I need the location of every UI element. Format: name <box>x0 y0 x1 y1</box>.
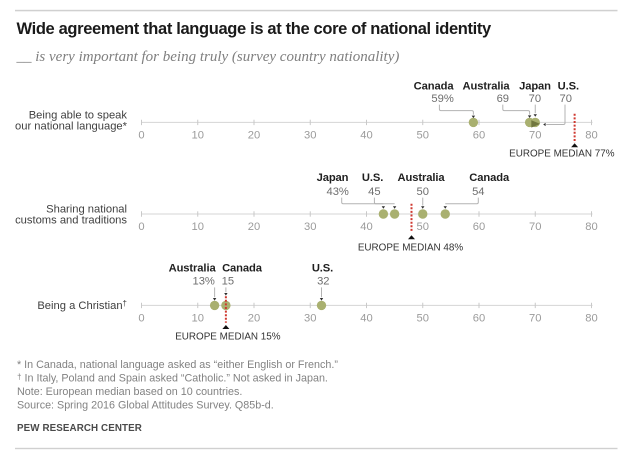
svg-text:U.S.: U.S. <box>558 80 579 92</box>
svg-text:70: 70 <box>529 221 541 233</box>
svg-text:Being able to speak: Being able to speak <box>29 109 128 121</box>
svg-text:50: 50 <box>417 221 429 233</box>
svg-text:43%: 43% <box>326 186 348 198</box>
svg-text:40: 40 <box>360 129 372 141</box>
svg-text:80: 80 <box>585 221 597 233</box>
svg-text:50: 50 <box>417 313 429 325</box>
svg-text:Canada: Canada <box>469 172 510 184</box>
svg-text:0: 0 <box>138 313 144 325</box>
svg-text:70: 70 <box>529 313 541 325</box>
svg-text:0: 0 <box>138 221 144 233</box>
svg-text:54: 54 <box>472 186 484 198</box>
svg-text:__ is very important for being: __ is very important for being truly (su… <box>16 49 400 65</box>
svg-text:60: 60 <box>473 313 485 325</box>
svg-text:Source: Spring 2016 Global Att: Source: Spring 2016 Global Attitudes Sur… <box>17 400 274 412</box>
svg-text:45: 45 <box>368 186 380 198</box>
svg-text:EUROPE MEDIAN 48%: EUROPE MEDIAN 48% <box>358 242 464 253</box>
svg-text:U.S.: U.S. <box>362 172 383 184</box>
svg-text:50: 50 <box>417 129 429 141</box>
svg-text:30: 30 <box>304 221 316 233</box>
svg-text:Being a Christian†: Being a Christian† <box>37 299 127 312</box>
svg-text:70: 70 <box>529 93 541 105</box>
svg-text:50: 50 <box>416 186 428 198</box>
svg-text:59%: 59% <box>431 93 453 105</box>
svg-text:70: 70 <box>559 93 571 105</box>
svg-text:30: 30 <box>304 129 316 141</box>
svg-text:Australia: Australia <box>169 262 217 274</box>
svg-text:20: 20 <box>248 313 260 325</box>
svg-text:* In Canada, national language: * In Canada, national language asked as … <box>17 359 338 371</box>
svg-text:13%: 13% <box>192 276 214 288</box>
svg-text:Australia: Australia <box>463 80 511 92</box>
svg-text:20: 20 <box>248 221 260 233</box>
svg-text:20: 20 <box>248 129 260 141</box>
svg-text:Sharing national: Sharing national <box>46 203 127 215</box>
svg-text:60: 60 <box>473 129 485 141</box>
svg-text:PEW RESEARCH CENTER: PEW RESEARCH CENTER <box>17 423 142 434</box>
svg-text:Australia: Australia <box>398 172 446 184</box>
svg-text:32: 32 <box>317 276 329 288</box>
svg-text:our national language*: our national language* <box>15 121 128 133</box>
svg-text:80: 80 <box>585 313 597 325</box>
svg-text:† In Italy, Poland and Spain a: † In Italy, Poland and Spain asked “Cath… <box>17 373 328 385</box>
svg-text:40: 40 <box>360 313 372 325</box>
svg-text:40: 40 <box>360 221 372 233</box>
svg-text:80: 80 <box>585 129 597 141</box>
svg-text:U.S.: U.S. <box>312 262 333 274</box>
svg-text:Canada: Canada <box>414 80 455 92</box>
svg-text:Wide agreement that language i: Wide agreement that language is at the c… <box>17 20 493 38</box>
svg-text:Japan: Japan <box>317 172 349 184</box>
svg-text:60: 60 <box>473 221 485 233</box>
svg-text:Canada: Canada <box>222 262 263 274</box>
svg-text:Note: European median based on: Note: European median based on 10 countr… <box>17 386 242 398</box>
svg-text:10: 10 <box>192 129 204 141</box>
svg-text:0: 0 <box>138 129 144 141</box>
svg-text:EUROPE MEDIAN 77%: EUROPE MEDIAN 77% <box>509 149 615 160</box>
svg-text:Japan: Japan <box>519 80 551 92</box>
svg-text:customs and traditions: customs and traditions <box>15 215 127 227</box>
svg-text:70: 70 <box>529 129 541 141</box>
svg-text:30: 30 <box>304 313 316 325</box>
svg-text:EUROPE MEDIAN 15%: EUROPE MEDIAN 15% <box>175 332 281 343</box>
svg-text:10: 10 <box>192 221 204 233</box>
svg-text:15: 15 <box>222 276 234 288</box>
svg-text:69: 69 <box>497 93 509 105</box>
svg-text:10: 10 <box>192 313 204 325</box>
